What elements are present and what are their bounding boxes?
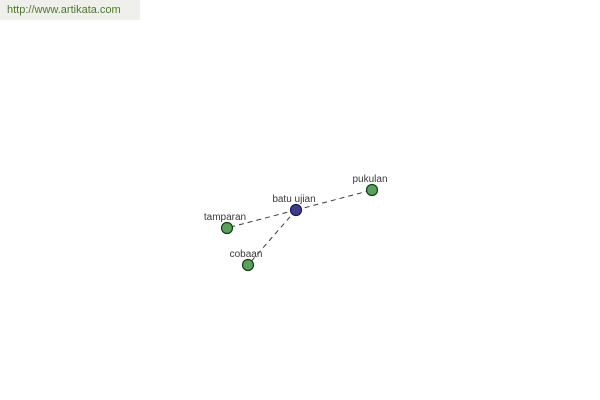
graph-node-batu-ujian[interactable] (289, 203, 303, 217)
graph-edge-batu-ujian-pukulan (295, 189, 373, 211)
graph-node-label-pukulan: pukulan (352, 174, 387, 185)
graph-node-label-batu-ujian: batu ujian (272, 194, 315, 205)
graph-edge-batu-ujian-tamparan (226, 209, 297, 229)
graph-node-pukulan[interactable] (365, 183, 379, 197)
graph-node-cobaan[interactable] (241, 258, 255, 272)
graph-node-label-cobaan: cobaan (230, 249, 263, 260)
graph-node-label-tamparan: tamparan (204, 212, 246, 223)
graph-edge-batu-ujian-cobaan (247, 209, 297, 266)
url-label: http://www.artikata.com (0, 0, 140, 20)
graph-node-tamparan[interactable] (220, 221, 234, 235)
